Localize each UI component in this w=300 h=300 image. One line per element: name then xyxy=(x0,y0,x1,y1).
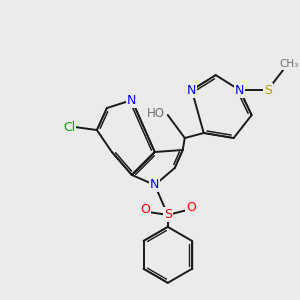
Text: N: N xyxy=(127,94,136,106)
Text: S: S xyxy=(164,208,172,221)
Text: CH₃: CH₃ xyxy=(279,59,298,69)
Text: HO: HO xyxy=(147,106,165,119)
Text: O: O xyxy=(186,201,196,214)
Text: O: O xyxy=(140,203,150,216)
Text: N: N xyxy=(187,84,196,97)
Text: S: S xyxy=(264,84,272,97)
Text: N: N xyxy=(235,84,244,97)
Text: Cl: Cl xyxy=(63,121,75,134)
Text: N: N xyxy=(150,178,160,191)
